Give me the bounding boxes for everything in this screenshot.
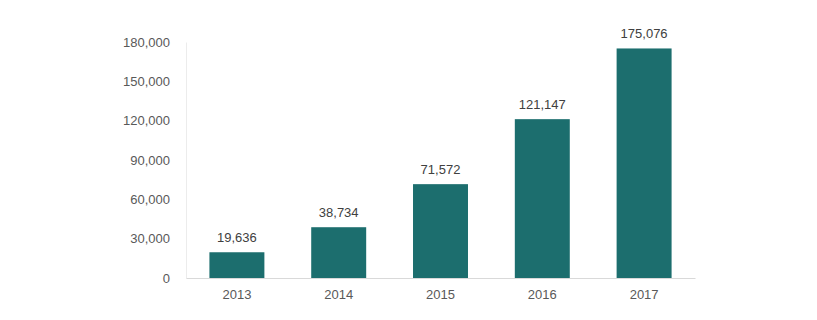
y-tick: 0 — [163, 271, 186, 286]
y-tick: 90,000 — [130, 153, 186, 168]
y-tick: 150,000 — [123, 74, 186, 89]
x-axis-line — [187, 278, 696, 279]
x-axis: 2013 2014 2015 2016 2017 — [187, 278, 696, 302]
data-labels: 19,636 38,734 71,572 121,147 175,076 — [217, 26, 668, 245]
x-tick: 2017 — [630, 278, 659, 302]
bar — [209, 252, 264, 278]
bars — [209, 48, 671, 278]
bar — [515, 119, 570, 278]
x-tick-label: 2016 — [528, 287, 557, 302]
y-tick-label: 90,000 — [130, 153, 170, 168]
bar — [413, 184, 468, 278]
data-label: 175,076 — [621, 26, 668, 41]
x-tick-label: 2017 — [630, 287, 659, 302]
y-axis-line — [186, 43, 187, 279]
x-tick: 2014 — [324, 278, 353, 302]
x-tick: 2016 — [528, 278, 557, 302]
data-label: 71,572 — [421, 162, 461, 177]
y-tick: 180,000 — [123, 35, 186, 50]
y-tick-label: 150,000 — [123, 74, 170, 89]
x-tick-label: 2015 — [426, 287, 455, 302]
bar — [311, 227, 366, 278]
y-tick-label: 120,000 — [123, 113, 170, 128]
data-label: 121,147 — [519, 97, 566, 112]
y-tick: 120,000 — [123, 113, 186, 128]
data-label: 38,734 — [319, 205, 359, 220]
x-tick: 2013 — [222, 278, 251, 302]
y-tick-label: 180,000 — [123, 35, 170, 50]
bar — [617, 48, 672, 278]
y-tick-label: 30,000 — [130, 231, 170, 246]
y-tick: 30,000 — [130, 231, 186, 246]
x-tick-label: 2014 — [324, 287, 353, 302]
y-axis: 0 30,000 60,000 90,000 120,000 150,000 180,000 — [123, 35, 187, 286]
y-tick-label: 60,000 — [130, 192, 170, 207]
y-tick: 60,000 — [130, 192, 186, 207]
chart: 0 30,000 60,000 90,000 120,000 150,000 180,000… — [0, 0, 817, 320]
x-tick: 2015 — [426, 278, 455, 302]
data-label: 19,636 — [217, 230, 257, 245]
x-tick-label: 2013 — [222, 287, 251, 302]
y-tick-label: 0 — [163, 271, 170, 286]
